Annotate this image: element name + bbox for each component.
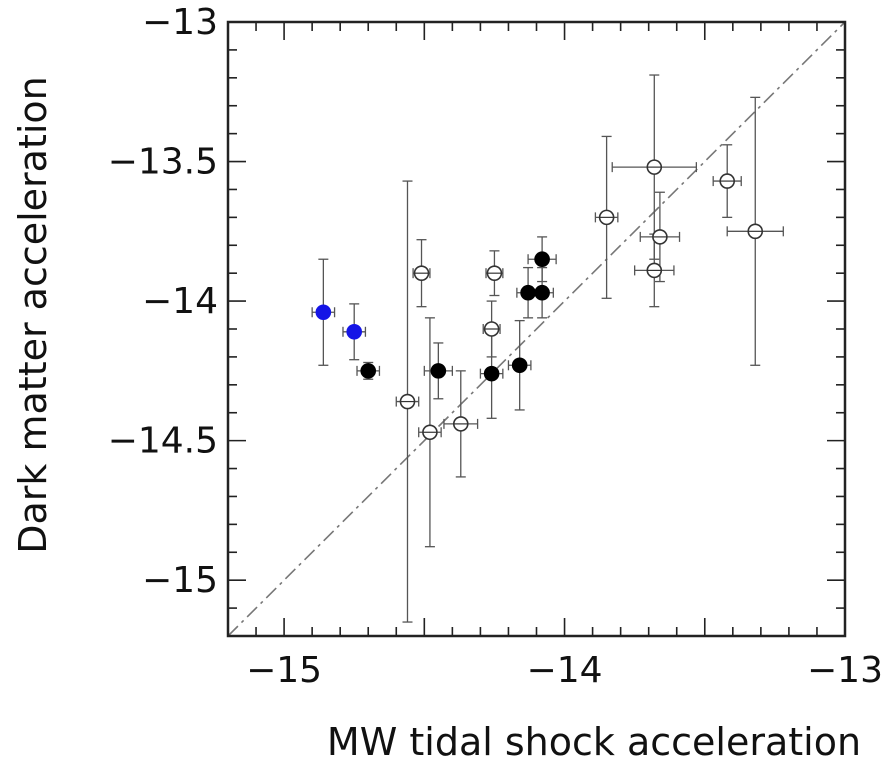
data-point-filled xyxy=(520,284,536,301)
y-tick-label: −15 xyxy=(142,560,218,601)
y-tick-label: −14 xyxy=(142,281,218,322)
x-tick-label: −13 xyxy=(807,650,883,691)
data-point-filled xyxy=(511,357,528,374)
data-point-filled xyxy=(360,363,377,379)
reference-line-layer xyxy=(227,21,846,637)
x-axis-title: MW tidal shock acceleration xyxy=(327,720,861,764)
y-axis-title: Dark matter acceleration xyxy=(11,76,55,554)
data-point-layer xyxy=(315,159,764,441)
reference-line xyxy=(227,21,846,637)
y-tick-label: −13 xyxy=(142,2,218,43)
plot-frame xyxy=(226,20,847,638)
data-point-filled xyxy=(534,284,550,301)
data-point-filled xyxy=(483,365,500,382)
data-point-filled xyxy=(534,251,550,268)
tick-label-layer: −15 −14 −13 −15 −14.5 −14 −13.5 −13 xyxy=(108,2,883,691)
data-point-filled xyxy=(430,363,447,379)
data-point-blue xyxy=(315,304,332,321)
data-point-blue xyxy=(346,323,363,340)
y-tick-label: −14.5 xyxy=(108,421,218,462)
y-tick-label: −13.5 xyxy=(108,142,218,183)
x-tick-label: −15 xyxy=(246,650,322,691)
x-tick-label: −14 xyxy=(527,650,603,691)
error-bar-layer xyxy=(311,74,784,623)
